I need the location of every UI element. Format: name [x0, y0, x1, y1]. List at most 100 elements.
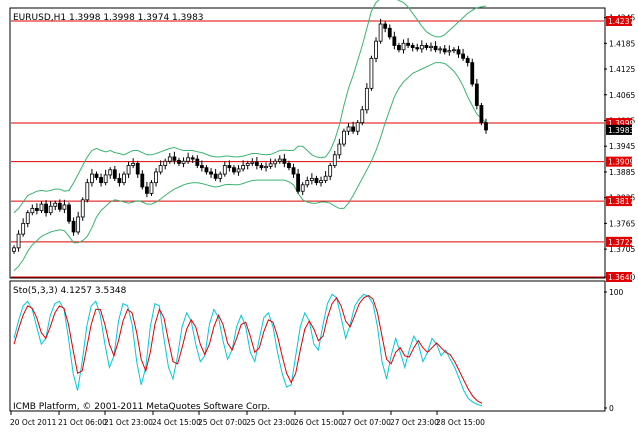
candle-body: [190, 157, 195, 160]
candle-body: [484, 122, 488, 131]
candle-body: [474, 83, 479, 106]
candle-body: [135, 162, 140, 175]
candle-body: [117, 177, 122, 184]
candle-body: [442, 48, 447, 53]
price-tick-label: 1.3765: [609, 219, 635, 228]
candle-body: [122, 173, 126, 184]
candle-body: [392, 36, 397, 46]
level-price-label: 1.3640: [608, 273, 634, 282]
price-tick-label: 1.3885: [609, 168, 635, 177]
candle-body: [461, 53, 465, 59]
candle-body: [16, 233, 21, 249]
time-tick-label: 21 Oct 23:00: [104, 418, 153, 427]
candle-body: [401, 42, 406, 51]
candle-body: [186, 157, 191, 162]
stochastic-main-line: [13, 293, 483, 407]
level-price-label: 1.3909: [608, 158, 634, 167]
candle-body: [268, 163, 273, 167]
price-panel-frame: [9, 7, 606, 279]
candle-body: [48, 205, 53, 214]
candle-body: [470, 62, 475, 85]
candle-body: [479, 105, 484, 124]
candle-body: [296, 173, 301, 192]
indicator-info-label: Sto(5,3,3) 4.1257 3.5348: [13, 286, 127, 296]
time-tick-label: 24 Oct 15:00: [152, 418, 201, 427]
candle-body: [12, 247, 16, 252]
candle-body: [90, 173, 94, 184]
price-tick-label: 1.4065: [609, 91, 635, 100]
candle-body: [44, 203, 48, 214]
level-price-label-bg: [606, 118, 632, 129]
time-tick-label: 20 Oct 2011: [10, 418, 57, 427]
candle-body: [397, 45, 401, 51]
candle-body: [342, 130, 346, 145]
candle-body: [172, 156, 177, 161]
candle-body: [85, 182, 90, 201]
symbol-info-label: EURUSD,H1 1.3998 1.3998 1.3974 1.3983: [13, 13, 204, 23]
candle-body: [167, 156, 172, 162]
candle-body: [424, 45, 429, 48]
candle-body: [103, 174, 108, 184]
candle-body: [259, 165, 264, 169]
candle-body: [149, 182, 154, 194]
candle-body: [112, 169, 117, 179]
candle-body: [387, 27, 392, 38]
price-layer: [11, 0, 604, 278]
level-price-label-bg: [606, 196, 632, 207]
candle-body: [39, 203, 44, 211]
candle-body: [309, 177, 314, 181]
candle-body: [351, 126, 356, 132]
time-tick-label: 27 Oct 23:00: [390, 418, 439, 427]
stochastic-tick-label: 100: [609, 288, 624, 297]
candle-body: [35, 207, 39, 211]
candle-body: [447, 50, 452, 53]
candle-body: [355, 122, 360, 132]
time-tick-label: 25 Oct 07:00: [198, 418, 247, 427]
bollinger-upper-line: [13, 0, 487, 214]
candle-body: [323, 175, 328, 181]
candle-body: [277, 158, 282, 162]
stochastic-layer: [13, 293, 483, 407]
candle-body: [21, 222, 26, 235]
candle-body: [429, 45, 433, 48]
candle-body: [300, 184, 305, 192]
price-tick-label: 1.4185: [609, 39, 635, 48]
candle-body: [364, 87, 369, 111]
candle-body: [195, 158, 200, 166]
time-tick-label: 27 Oct 07:00: [342, 418, 391, 427]
candle-body: [57, 202, 62, 210]
candle-body: [30, 207, 35, 214]
candle-body: [76, 216, 81, 233]
candle-body: [346, 126, 351, 132]
candle-body: [337, 143, 342, 156]
candle-body: [177, 159, 181, 164]
candle-body: [218, 173, 223, 179]
level-price-label-bg: [606, 272, 632, 282]
level-price-label: 1.3817: [608, 197, 634, 206]
level-price-label: 1.3722: [608, 238, 634, 247]
candle-body: [465, 57, 470, 64]
time-tick-label: 25 Oct 23:00: [246, 418, 295, 427]
candle-body: [332, 154, 337, 166]
candle-body: [154, 171, 158, 184]
current-price-label-bg: [606, 124, 632, 135]
candle-body: [369, 57, 374, 89]
candle-body: [452, 49, 456, 52]
candle-body: [438, 48, 443, 51]
candle-body: [222, 165, 227, 175]
candle-body: [94, 173, 99, 178]
candle-body: [383, 23, 388, 29]
price-tick-label: 1.3705: [609, 245, 635, 254]
candle-body: [99, 177, 103, 184]
time-tick-label: 26 Oct 15:00: [294, 418, 343, 427]
time-tick-label: 28 Oct 15:00: [436, 418, 485, 427]
candle-body: [282, 158, 287, 164]
level-price-label-bg: [606, 236, 632, 247]
price-tick-label: 1.3945: [609, 142, 635, 151]
candle-body: [415, 47, 420, 50]
candle-body: [209, 171, 213, 175]
candle-body: [410, 45, 415, 48]
candle-body: [291, 167, 296, 175]
candle-body: [163, 160, 168, 166]
